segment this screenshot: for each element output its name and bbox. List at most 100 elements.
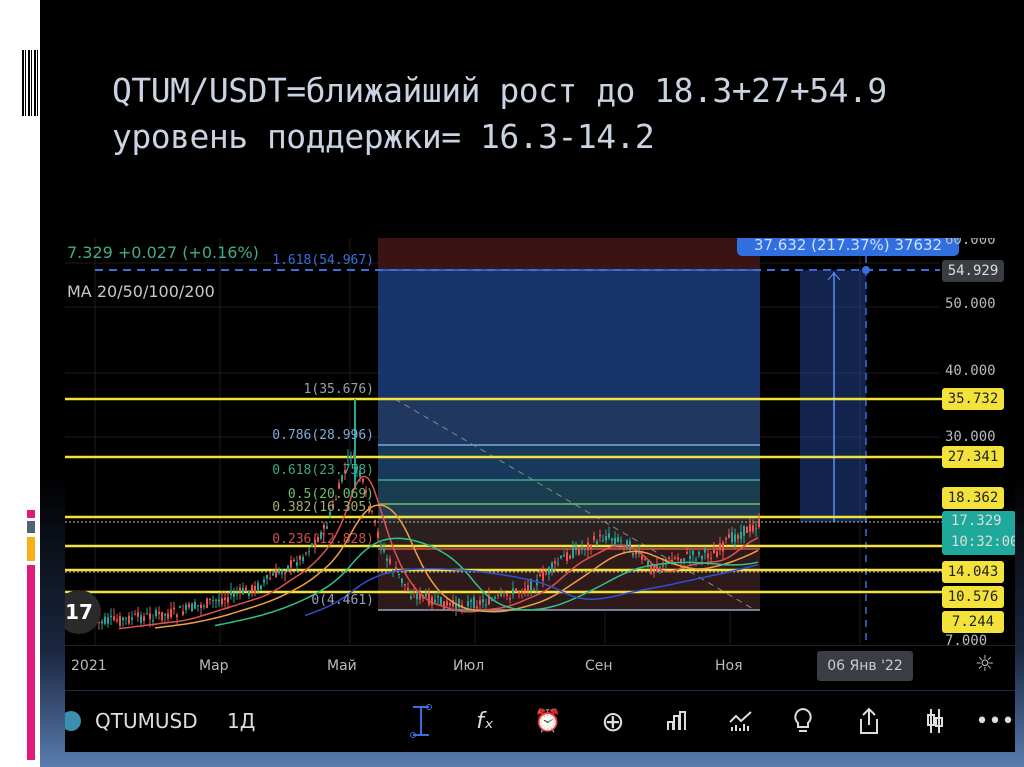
candle-body [575,546,577,551]
candle-body [221,598,223,605]
candle-body [554,561,556,564]
candle-body [380,545,382,548]
candle-body [458,599,460,608]
candle-body [161,611,163,621]
measure-icon[interactable] [403,703,439,739]
candle-body [110,615,112,618]
candle-body [515,588,517,592]
projection-box [800,270,866,522]
axis-tick: 50.000 [945,296,996,312]
candle-body [437,595,439,598]
plus-circle-icon[interactable]: ⊕ [601,704,625,738]
indicator-legend[interactable]: MA 20/50/100/200 [67,282,215,301]
fx-icon[interactable]: fₓ [476,708,494,734]
candle-body [758,519,760,527]
candle-icon[interactable] [917,703,953,739]
candle-body [611,538,613,541]
candle-body [98,621,100,623]
price-chart[interactable] [65,238,1015,645]
candle-body [149,613,151,620]
candle-body [488,595,490,605]
candle-body [164,613,166,616]
tradingview-logo[interactable]: 17 [65,590,101,634]
symbol-ticker[interactable]: QTUMUSD [95,709,198,733]
symbol-icon [65,711,81,731]
candle-body [212,599,214,601]
fib-band [378,445,760,480]
candle-body [749,524,751,532]
candle-body [512,588,514,595]
candle-body [197,605,199,607]
candle-body [467,601,469,606]
price-label: 10.576 [942,586,1004,608]
candle-body [410,596,412,599]
candle-body [629,541,631,551]
candle-body [113,616,115,621]
bulb-icon[interactable] [785,703,821,739]
candle-body [302,556,304,562]
candle-body [227,597,229,603]
trend-dashed-line [394,398,756,611]
title-line-2: уровень поддержки= 16.3-14.2 [112,117,655,156]
interval-button[interactable]: 1Д [227,709,256,733]
candle-body [701,556,703,560]
candle-body [356,466,358,470]
candle-body [416,593,418,600]
candle-body [614,537,616,545]
candle-body [443,601,445,610]
settings-gear-icon[interactable]: ☼ [975,652,995,677]
candle-body [146,613,148,615]
candle-body [338,483,340,489]
candle-body [293,559,295,561]
candle-body [644,558,646,560]
candle-body [263,579,265,583]
candle-body [323,525,325,529]
candle-body [605,536,607,541]
candle-body [104,616,106,624]
candle-body [350,456,352,458]
candle-body [230,590,232,596]
candle-body [599,534,601,537]
candle-body [503,591,505,593]
time-tick: 2021 [71,658,107,674]
candle-body [545,573,547,575]
candle-body [236,593,238,595]
candle-body [407,587,409,592]
more-icon[interactable]: ••• [975,708,1015,734]
candle-body [587,542,589,551]
indicators-icon[interactable] [723,703,759,739]
fib-band [378,399,760,445]
moving-average-line [154,504,759,629]
candle-body [476,606,478,609]
candle-body [218,599,220,602]
fib-level-label: 1(35.676) [303,382,374,397]
candle-body [548,567,550,575]
candle-body [743,525,745,536]
candle-body [107,617,109,624]
candle-body [266,574,268,579]
candle-body [251,585,253,592]
current-price-label: 17.329 10:32:00 [942,511,1015,555]
candle-body [683,558,685,561]
candle-body [224,597,226,601]
candle-body [401,578,403,584]
candle-body [260,585,262,590]
bars-icon[interactable] [659,703,695,739]
candle-body [695,559,697,561]
candle-body [731,532,733,543]
candle-body [239,587,241,592]
deco-bar [27,537,35,561]
candle-body [191,603,193,612]
share-icon[interactable] [851,703,887,739]
candle-body [668,557,670,560]
fib-level-label: 0(4.461) [311,593,374,608]
candle-body [506,593,508,596]
alarm-icon[interactable]: ⏰ [534,708,562,734]
candle-body [659,566,661,568]
candle-body [500,593,502,596]
time-axis[interactable]: 2021 Мар Май Июл Сен Ноя 06 Янв '22 ☼ [65,645,1015,687]
measure-label: 37.632 (217.37%) 37632 [737,238,959,256]
candle-body [434,599,436,603]
candle-body [455,602,457,611]
candle-body [245,587,247,592]
